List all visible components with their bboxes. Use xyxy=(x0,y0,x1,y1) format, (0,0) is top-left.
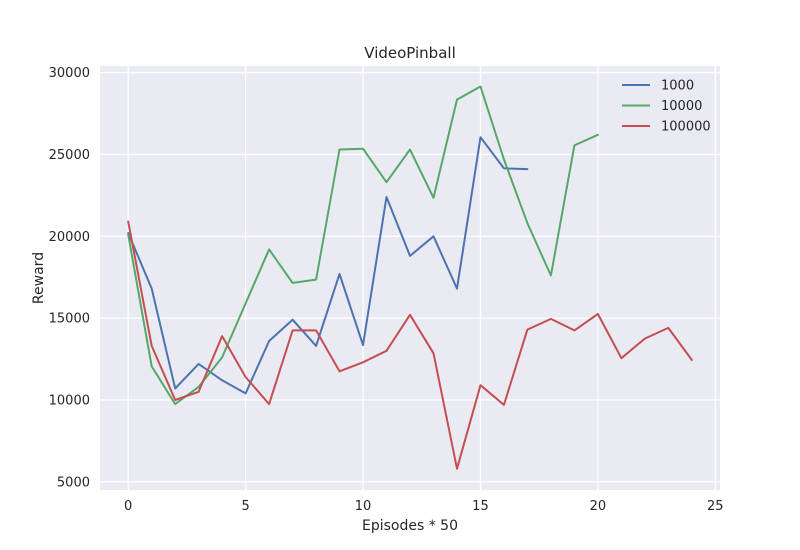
legend: 1000 10000 100000 xyxy=(622,79,711,135)
y-tick-label: 20000 xyxy=(49,230,90,245)
series-line-100000 xyxy=(127,220,693,470)
data-series xyxy=(127,85,693,470)
legend-label-10000: 10000 xyxy=(661,99,702,114)
y-tick-label: 25000 xyxy=(49,148,90,163)
x-tick-label: 10 xyxy=(355,499,372,514)
x-tick-label: 5 xyxy=(241,499,249,514)
legend-label-1000: 1000 xyxy=(661,79,694,94)
y-axis-label: Reward xyxy=(31,252,47,304)
series-line-1000 xyxy=(127,136,529,395)
y-axis-ticks: 5000 10000 15000 20000 25000 30000 xyxy=(49,66,90,490)
x-tick-label: 15 xyxy=(472,499,489,514)
x-tick-label: 20 xyxy=(590,499,607,514)
x-axis-ticks: 0 5 10 15 20 25 xyxy=(124,499,724,514)
y-tick-label: 15000 xyxy=(49,312,90,327)
x-tick-label: 0 xyxy=(124,499,132,514)
grid-lines xyxy=(100,66,720,490)
y-tick-label: 10000 xyxy=(49,393,90,408)
series-line-10000 xyxy=(127,85,599,406)
plot-background xyxy=(100,66,720,490)
y-tick-label: 30000 xyxy=(49,66,90,81)
legend-label-100000: 100000 xyxy=(661,120,711,135)
x-axis-label: Episodes * 50 xyxy=(362,518,458,534)
x-tick-label: 25 xyxy=(707,499,724,514)
y-tick-label: 5000 xyxy=(57,475,90,490)
chart-title: VideoPinball xyxy=(364,44,455,62)
